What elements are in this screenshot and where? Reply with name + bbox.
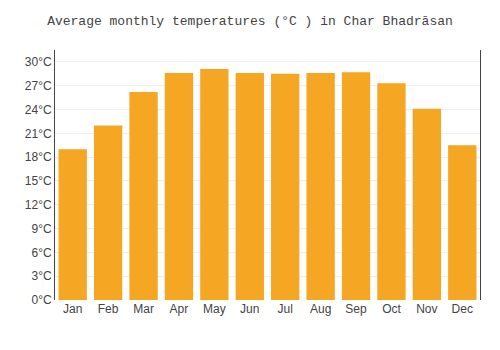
svg-text:Jan: Jan [63,302,82,316]
svg-text:May: May [203,302,226,316]
svg-text:3°C: 3°C [31,269,51,283]
svg-text:Jun: Jun [240,302,259,316]
svg-text:27°C: 27°C [25,79,52,93]
svg-text:15°C: 15°C [25,174,52,188]
svg-text:6°C: 6°C [31,246,51,260]
svg-text:Jul: Jul [278,302,293,316]
svg-text:21°C: 21°C [25,127,52,141]
svg-text:Oct: Oct [382,302,401,316]
svg-text:24°C: 24°C [25,103,52,117]
svg-text:Mar: Mar [133,302,154,316]
svg-text:Average monthly temperatures (: Average monthly temperatures (°C ) in Ch… [47,14,453,29]
svg-text:Feb: Feb [98,302,119,316]
svg-text:12°C: 12°C [25,198,52,212]
svg-text:30°C: 30°C [25,55,52,69]
svg-text:Aug: Aug [310,302,331,316]
svg-text:Apr: Apr [170,302,189,316]
svg-text:9°C: 9°C [31,222,51,236]
svg-text:18°C: 18°C [25,150,52,164]
svg-text:0°C: 0°C [31,293,51,307]
svg-text:Sep: Sep [345,302,367,316]
svg-text:Nov: Nov [416,302,437,316]
svg-text:Dec: Dec [452,302,473,316]
